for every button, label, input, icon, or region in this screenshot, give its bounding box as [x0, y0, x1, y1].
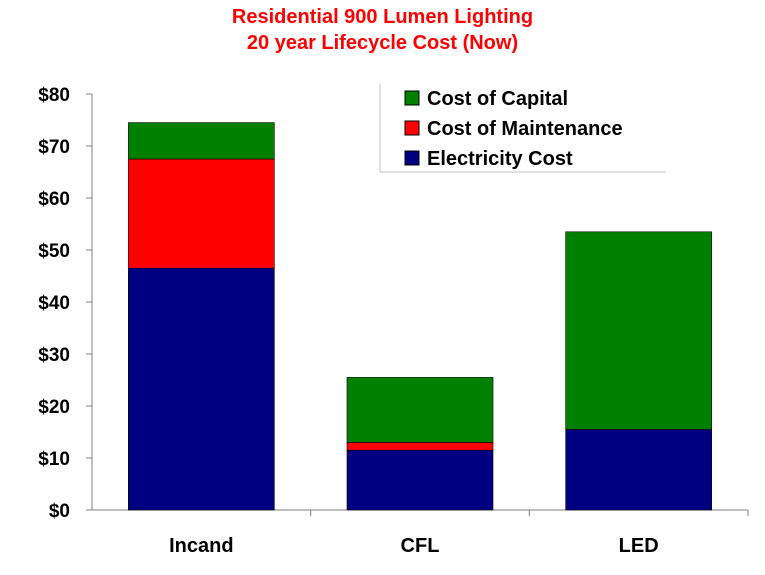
bar-cfl-cost-of-capital: [346, 377, 494, 443]
x-tick-label: CFL: [401, 535, 440, 557]
legend-swatch: [404, 150, 420, 166]
legend-label: Cost of Capital: [427, 88, 568, 110]
bar-cfl-cost-of-maintenance: [346, 442, 494, 451]
y-tick-label: $40: [38, 293, 70, 314]
x-tick-label: Incand: [169, 535, 233, 557]
y-tick-label: $60: [38, 189, 70, 210]
legend-label: Cost of Maintenance: [427, 118, 623, 140]
y-tick-label: $30: [38, 345, 70, 366]
bar-cfl-electricity-cost: [346, 449, 494, 511]
legend-swatch: [404, 120, 420, 136]
y-tick-label: $0: [49, 501, 70, 522]
chart-title-line-2: 20 year Lifecycle Cost (Now): [246, 32, 519, 54]
legend-swatch: [404, 90, 420, 106]
y-tick-label: $10: [38, 449, 70, 470]
bar-incand-cost-of-maintenance: [128, 158, 275, 269]
legend-box: [380, 84, 666, 172]
y-tick-label: $50: [38, 241, 70, 262]
legend-label: Electricity Cost: [427, 148, 573, 170]
chart-title-line-1: Residential 900 Lumen Lighting: [231, 6, 534, 28]
bar-led-electricity-cost: [565, 429, 712, 511]
y-tick-label: $80: [38, 85, 70, 106]
y-tick-label: $20: [38, 397, 70, 418]
x-tick-label: LED: [619, 535, 659, 557]
y-tick-label: $70: [38, 137, 70, 158]
bar-incand-electricity-cost: [128, 267, 275, 511]
bar-led-cost-of-capital: [565, 231, 712, 430]
bar-incand-cost-of-capital: [128, 122, 275, 160]
